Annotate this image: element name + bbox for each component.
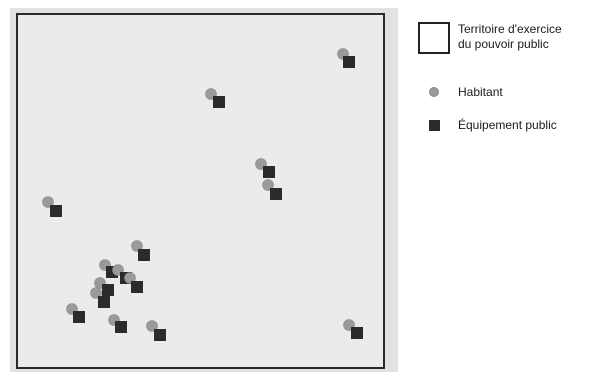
equipement-square-icon	[428, 119, 440, 131]
equipement-point	[343, 56, 355, 68]
legend-item-territory: Territoire d'exercice du pouvoir public	[410, 20, 610, 60]
territory-area	[16, 13, 385, 369]
legend-habitant-label: Habitant	[458, 85, 503, 99]
equipement-point	[270, 188, 282, 200]
habitant-point	[146, 320, 158, 332]
legend-territory-label-line2: du pouvoir public	[458, 37, 549, 51]
points-layer	[42, 48, 363, 341]
equipement-point	[102, 284, 114, 296]
habitant-circle-icon	[429, 87, 439, 97]
legend-item-habitant: Habitant	[410, 85, 610, 100]
equipement-point	[138, 249, 150, 261]
equipement-point	[50, 205, 62, 217]
equipement-point	[351, 327, 363, 339]
legend-equipement-label: Équipement public	[458, 118, 557, 132]
legend-territory-label-line1: Territoire d'exercice	[458, 22, 562, 36]
equipement-point	[131, 281, 143, 293]
habitant-point	[42, 196, 54, 208]
habitant-point	[124, 272, 136, 284]
equipement-point	[154, 329, 166, 341]
legend: Territoire d'exercice du pouvoir public …	[410, 20, 610, 133]
legend-item-equipement: Équipement public	[410, 118, 610, 133]
habitant-point	[90, 287, 102, 299]
territory-box-icon	[418, 22, 450, 54]
equipement-point	[213, 96, 225, 108]
equipement-point	[98, 296, 110, 308]
equipement-point	[263, 166, 275, 178]
habitant-point	[262, 179, 274, 191]
equipement-point	[115, 321, 127, 333]
habitant-point	[131, 240, 143, 252]
equipement-point	[73, 311, 85, 323]
